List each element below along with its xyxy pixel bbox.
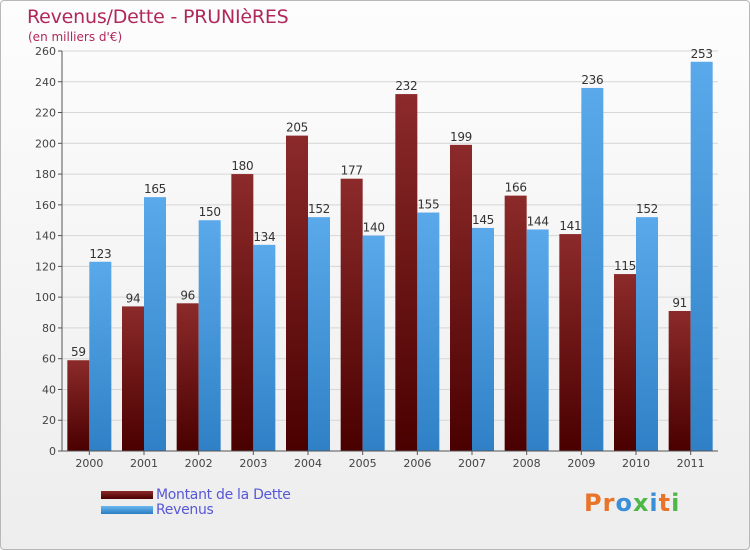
bar-dette-2004: [286, 135, 308, 451]
data-label-revenus-2009: 236: [581, 73, 603, 87]
y-tick-label-40: 40: [42, 383, 56, 396]
data-label-revenus-2008: 144: [527, 214, 549, 228]
x-tick-label-2009: 2009: [567, 457, 595, 470]
y-tick-label-160: 160: [35, 199, 56, 212]
bar-dette-2007: [450, 144, 472, 451]
bar-dette-2003: [231, 174, 254, 452]
data-label-revenus-2006: 155: [417, 198, 439, 212]
data-labels: 59 123 94 165 96 150 180 134 205 152 177 140 232 155 1…: [71, 47, 713, 359]
legend: Montant de la Dette Revenus: [101, 486, 291, 518]
data-label-dette-2001: 94: [126, 291, 141, 305]
bar-dette-2001: [122, 306, 144, 451]
data-label-dette-2008: 166: [505, 181, 527, 195]
bar-dette-2006: [395, 94, 418, 452]
data-label-dette-2010: 115: [614, 259, 636, 273]
x-tick-label-2002: 2002: [185, 457, 213, 470]
data-label-revenus-2011: 253: [691, 47, 713, 61]
x-tick-label-2010: 2010: [622, 457, 650, 470]
bar-dette-2002: [176, 303, 199, 451]
bar-revenus-2005: [362, 235, 385, 451]
legend-label-dette: Montant de la Dette: [156, 486, 291, 503]
x-tick-label-2005: 2005: [349, 457, 377, 470]
y-tick-label-80: 80: [42, 322, 56, 335]
bar-revenus-2000: [89, 261, 112, 451]
bar-dette-2000: [67, 360, 90, 451]
y-tick-label-100: 100: [35, 291, 56, 304]
x-tick-label-2003: 2003: [239, 457, 267, 470]
data-label-dette-2009: 141: [559, 219, 581, 233]
legend-label-revenus: Revenus: [156, 501, 214, 518]
bars: [67, 61, 713, 452]
data-label-revenus-2004: 152: [308, 202, 330, 216]
grid-lines: [62, 50, 718, 452]
y-tick-label-200: 200: [35, 137, 56, 150]
data-label-dette-2005: 177: [341, 164, 363, 178]
y-tick-label-0: 0: [49, 445, 56, 458]
bar-revenus-2009: [581, 87, 604, 451]
data-label-dette-2004: 205: [286, 121, 308, 135]
y-tick-label-140: 140: [35, 230, 56, 243]
data-label-dette-2002: 96: [180, 288, 195, 302]
bar-revenus-2003: [253, 244, 276, 451]
bar-revenus-2008: [526, 229, 549, 451]
legend-swatch-revenus: [101, 505, 153, 514]
bar-revenus-2001: [144, 197, 166, 451]
y-tick-label-240: 240: [35, 76, 56, 89]
y-tick-label-260: 260: [35, 45, 56, 58]
bar-revenus-2011: [690, 61, 713, 452]
bar-revenus-2006: [417, 212, 440, 451]
y-tick-label-220: 220: [35, 107, 56, 120]
x-tick-label-2011: 2011: [677, 457, 705, 470]
data-label-revenus-2003: 134: [253, 230, 275, 244]
data-label-dette-2006: 232: [395, 79, 417, 93]
x-tick-label-2008: 2008: [513, 457, 541, 470]
bar-revenus-2007: [472, 227, 494, 451]
data-label-dette-2000: 59: [71, 345, 86, 359]
y-tick-label-20: 20: [42, 414, 56, 427]
bar-revenus-2002: [198, 220, 221, 451]
bar-revenus-2010: [636, 217, 658, 451]
bar-dette-2011: [668, 311, 691, 451]
x-tick-label-2007: 2007: [458, 457, 486, 470]
x-tick-label-2004: 2004: [294, 457, 322, 470]
data-label-dette-2003: 180: [231, 159, 253, 173]
data-label-revenus-2001: 165: [144, 182, 166, 196]
data-label-revenus-2007: 145: [472, 213, 494, 227]
y-tick-label-60: 60: [42, 353, 56, 366]
data-label-revenus-2010: 152: [636, 202, 658, 216]
chart-subtitle: (en milliers d'€): [28, 30, 123, 44]
bar-dette-2009: [559, 234, 582, 451]
x-tick-label-2001: 2001: [130, 457, 158, 470]
legend-item-revenus: Revenus: [101, 501, 291, 518]
legend-swatch-dette: [101, 490, 153, 499]
x-tick-label-2006: 2006: [403, 457, 431, 470]
y-tick-label-180: 180: [35, 168, 56, 181]
bar-dette-2005: [340, 178, 363, 451]
bar-dette-2008: [504, 195, 527, 451]
bar-revenus-2004: [308, 217, 330, 451]
data-label-dette-2007: 199: [450, 130, 472, 144]
legend-item-dette: Montant de la Dette: [101, 486, 291, 503]
data-label-dette-2011: 91: [672, 296, 687, 310]
data-label-revenus-2000: 123: [89, 247, 111, 261]
axes: 0 20 40 60 80 100 120 140 160 180 200 220 240 260 2000…: [35, 45, 718, 470]
x-tick-label-2000: 2000: [75, 457, 103, 470]
chart-title: Revenus/Dette - PRUNIèRES: [27, 6, 289, 28]
data-label-revenus-2002: 150: [199, 205, 221, 219]
y-tick-label-120: 120: [35, 260, 56, 273]
data-label-revenus-2005: 140: [363, 221, 385, 235]
bar-dette-2010: [614, 274, 636, 451]
proxiti-logo: Proxiti: [584, 489, 681, 517]
